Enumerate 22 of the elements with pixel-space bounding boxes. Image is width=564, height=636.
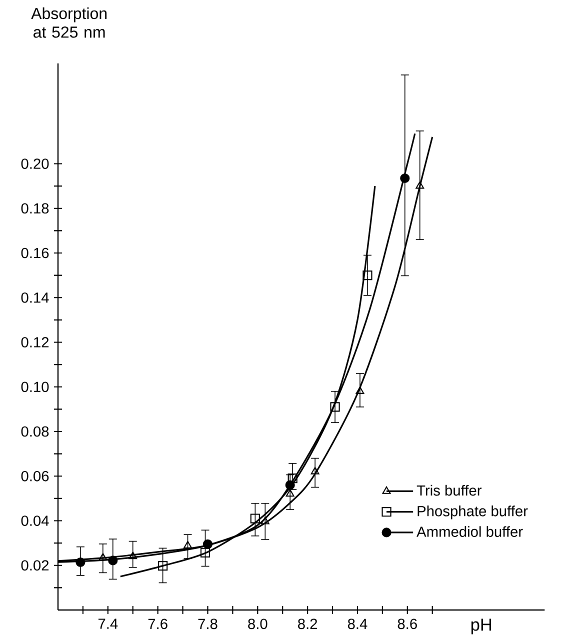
- y-tick-label: 0.02: [21, 560, 49, 571]
- y-tick-label: 0.08: [21, 426, 49, 437]
- x-tick-label: 8.2: [298, 618, 318, 630]
- legend-label: Tris buffer: [416, 484, 482, 496]
- y-tick-label: 0.18: [21, 203, 49, 214]
- y-tick-label: 0.16: [21, 248, 49, 258]
- y-tick-label: 0.14: [21, 292, 49, 303]
- legend-label: Phosphate buffer: [418, 506, 528, 520]
- y-tick-label: 0.06: [21, 470, 49, 482]
- x-tick-label: 8.4: [348, 618, 368, 630]
- x-tick-label: 8.6: [398, 618, 417, 630]
- y-tick-label: 0.20: [21, 158, 49, 169]
- x-tick-label: 7.8: [198, 618, 218, 630]
- y-tick-label: 0.04: [21, 516, 49, 526]
- x-axis-title: pH: [471, 618, 492, 634]
- y-axis-title: Absorption at 525 nm: [31, 7, 107, 38]
- y-tick-label: 0.12: [21, 337, 49, 348]
- x-tick-label: 8.0: [248, 618, 268, 630]
- legend-label: Ammediol buffer: [416, 526, 523, 537]
- x-tick-label: 7.4: [98, 618, 118, 629]
- x-tick-label: 7.6: [148, 618, 168, 630]
- y-tick-label: 0.10: [21, 382, 49, 392]
